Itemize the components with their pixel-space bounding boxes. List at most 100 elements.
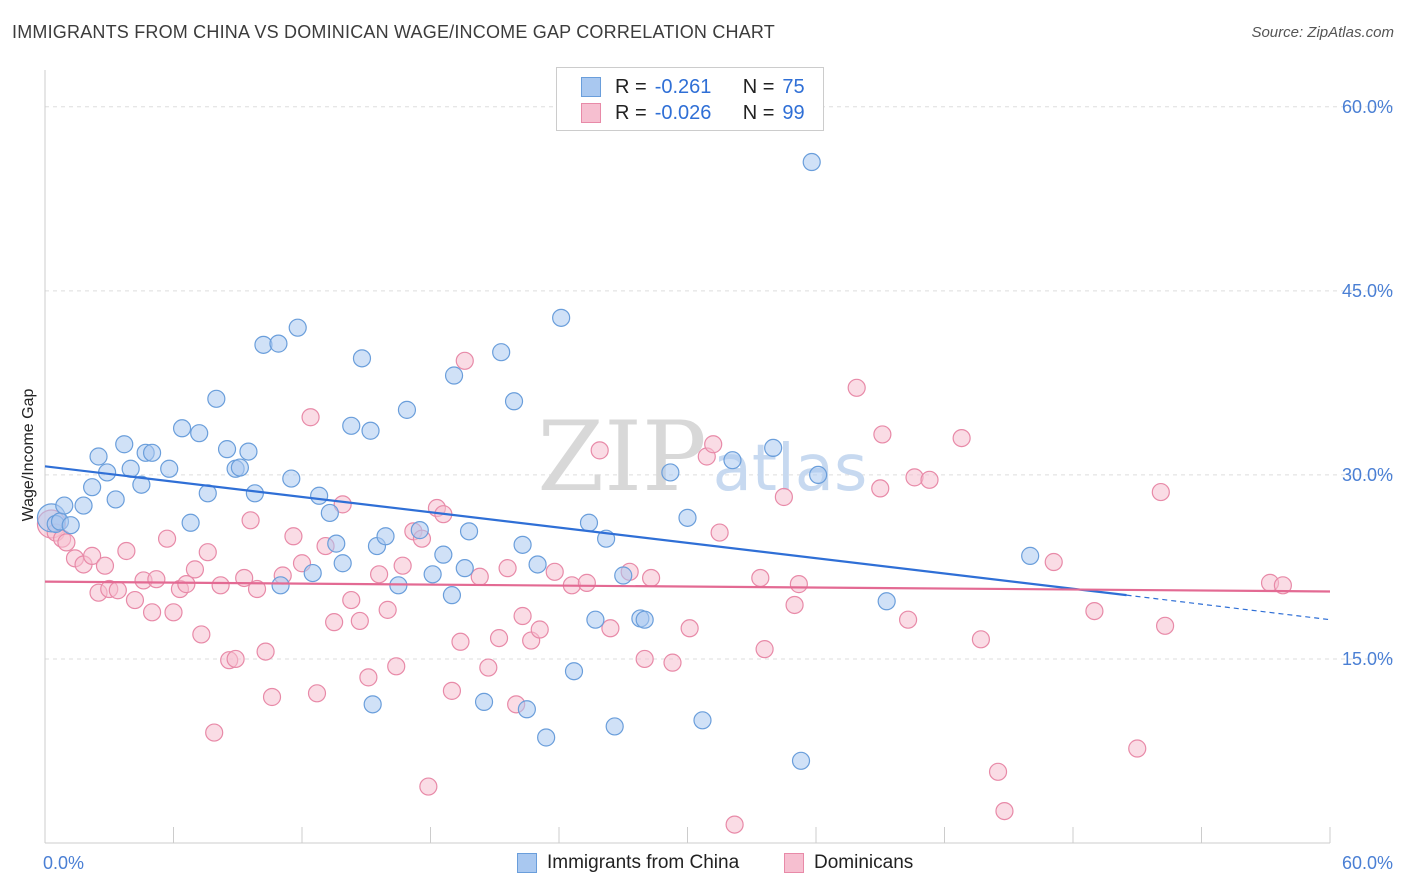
china-point: [207, 389, 226, 408]
watermark: ZIP atlas: [537, 401, 867, 513]
dominicans-point: [789, 575, 808, 594]
china-point: [282, 469, 301, 488]
legend-n-value: 75: [782, 75, 805, 98]
dominicans-point: [117, 541, 136, 561]
china-point: [310, 486, 329, 505]
china-point: [352, 349, 372, 368]
x-tick-label: 0.0%: [43, 853, 84, 873]
china-point: [410, 521, 429, 540]
china-point: [474, 692, 494, 711]
china-point: [254, 335, 273, 354]
dominicans-point: [307, 684, 327, 703]
dominicans-point: [256, 642, 275, 661]
dominicans-point: [785, 595, 804, 615]
dominicans-point: [108, 581, 127, 600]
dominicans-point: [898, 610, 918, 629]
dominicans-point: [1044, 552, 1063, 572]
china-point: [217, 440, 237, 459]
china-point: [142, 443, 162, 462]
dominicans-point: [157, 529, 177, 548]
dominicans-point: [577, 573, 596, 592]
dominicans-point: [1155, 616, 1175, 635]
china-point: [55, 496, 74, 515]
dominicans-point: [455, 351, 474, 370]
china-point: [459, 522, 479, 541]
legend-swatch-china: [581, 77, 601, 97]
legend-swatch-dominicans: [581, 103, 601, 123]
dominicans-point: [393, 556, 412, 575]
legend-row-china: R = -0.261 N = 75: [581, 74, 805, 100]
y-tick-label: 45.0%: [1342, 281, 1393, 301]
china-point: [537, 728, 556, 747]
dominicans-point: [710, 523, 729, 542]
dominicans-point: [498, 559, 517, 578]
china-point: [605, 717, 624, 736]
dominicans-point: [641, 568, 661, 588]
dominicans-point: [451, 632, 470, 651]
china-point: [442, 586, 462, 605]
dominicans-point: [1085, 601, 1104, 621]
china-point: [564, 662, 584, 681]
dominicans-point: [489, 628, 509, 648]
legend-label-dominicans: Dominicans: [814, 852, 914, 873]
china-point: [61, 516, 80, 535]
dominicans-point: [370, 565, 389, 584]
dominicans-trend-line: [44, 580, 1331, 593]
china-point: [528, 555, 547, 574]
china-point: [579, 513, 599, 532]
china-point: [1021, 546, 1040, 565]
dominicans-point: [359, 668, 378, 687]
china-point: [239, 442, 258, 461]
dominicans-point: [635, 649, 654, 669]
legend-item-dominicans: Dominicans: [784, 852, 913, 874]
dominicans-point: [333, 495, 352, 514]
dominicans-point: [590, 441, 609, 460]
china-point: [288, 318, 307, 337]
legend-r-value: -0.261: [654, 75, 712, 98]
dominicans-point: [725, 815, 744, 834]
dominicans-point: [470, 567, 489, 586]
dominicans-point: [530, 620, 549, 639]
china-point: [877, 592, 896, 611]
y-axis-label: Wage/Income Gap: [20, 389, 37, 522]
legend-r-label: R =: [615, 75, 647, 98]
dominicans-point: [284, 527, 303, 546]
legend-n-value: 99: [782, 101, 805, 124]
legend-r-label: R =: [615, 101, 647, 124]
china-point: [376, 527, 395, 546]
dominicans-point: [774, 487, 793, 507]
china-point: [363, 695, 382, 714]
dominicans-point: [83, 546, 102, 565]
dominicans-point: [205, 723, 224, 742]
dominicans-point: [419, 777, 438, 796]
china-point: [361, 421, 380, 440]
china-point: [89, 447, 108, 466]
dominicans-point: [988, 762, 1008, 781]
china-point: [115, 435, 134, 454]
china-point: [492, 343, 511, 362]
china-point: [635, 610, 654, 629]
dominicans-point: [545, 562, 564, 581]
china-trend-extension: [1126, 594, 1331, 621]
dominicans-point: [95, 556, 115, 575]
dominicans-point: [1128, 739, 1147, 758]
dominicans-point: [325, 613, 344, 632]
legend-swatch-china: [517, 853, 537, 873]
dominicans-point: [164, 603, 183, 622]
legend-r-value: -0.026: [654, 101, 712, 124]
y-tick-label: 60.0%: [1342, 97, 1393, 117]
china-point: [132, 475, 151, 494]
dominicans-point: [211, 576, 230, 595]
china-point: [809, 465, 828, 485]
series-legend: Immigrants from China Dominicans: [0, 852, 1406, 878]
china-point: [764, 438, 783, 458]
dominicans-point: [995, 801, 1014, 821]
china-point: [552, 308, 571, 327]
dominicans-point: [905, 468, 924, 487]
china-point: [333, 554, 352, 573]
dominicans-point: [442, 681, 462, 700]
dominicans-point: [704, 435, 723, 454]
china-point: [83, 478, 102, 497]
china-point: [504, 392, 524, 411]
china-point: [342, 416, 361, 435]
